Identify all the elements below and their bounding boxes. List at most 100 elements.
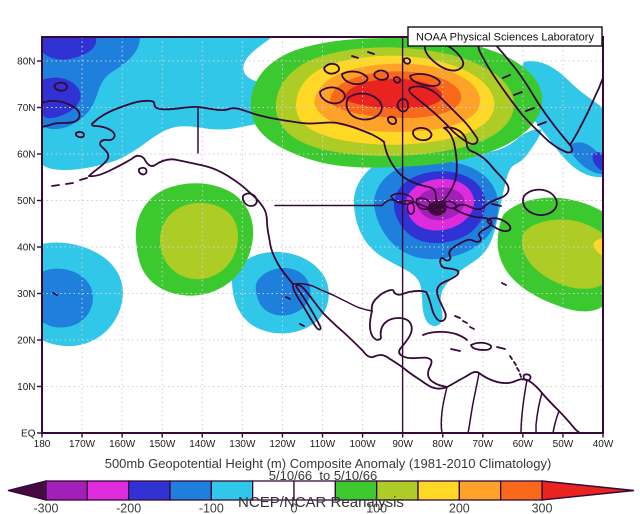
island-anticosti [491, 203, 502, 207]
x-tick-label: 160W [109, 439, 136, 450]
plot-date-range: 5/10/66 to 5/10/66 [269, 468, 377, 483]
anomaly-arctic-low-indigo-a [42, 37, 97, 60]
y-tick-label: 70N [17, 103, 35, 114]
border-us-canada [274, 199, 446, 210]
borders-south-america [440, 372, 560, 433]
coastline-mexico-east-yucatan [369, 310, 448, 388]
islands-lesser-antilles [509, 355, 522, 378]
island-kodiak [138, 166, 148, 176]
y-tick-label: 80N [17, 57, 35, 68]
colorbar-arrow-above-max [541, 480, 635, 501]
island-melville [341, 70, 369, 86]
island-jamaica [450, 348, 461, 352]
y-tick-label: 50N [17, 196, 35, 207]
x-tick-label: 130W [229, 439, 256, 450]
island-baffin [408, 85, 479, 145]
colorbar-segment [458, 480, 502, 501]
colorbar-label: 100 [366, 502, 387, 514]
colorbar-label: -300 [33, 502, 58, 514]
x-tick-label: 120W [269, 439, 296, 450]
island-hispaniola [470, 341, 493, 351]
coastline-nova-scotia [486, 217, 512, 233]
noaa-box [407, 26, 603, 47]
plot-title: 500mb Geopotential Height (m) Composite … [105, 456, 552, 471]
island-bathurst [373, 69, 389, 81]
coastline-alaska-arctic [92, 99, 385, 143]
colorbar-label: -200 [116, 502, 141, 514]
x-tick-label: 50W [553, 439, 574, 450]
x-tick-label: 70W [473, 439, 494, 450]
coastlines [42, 39, 603, 433]
lake-michigan [406, 202, 416, 215]
anomaly-pacific-low-blue [42, 268, 93, 328]
island-wrangel [53, 81, 68, 92]
y-tick-label: EQ [21, 429, 36, 440]
coastline-gulf-st-lawrence [454, 197, 501, 211]
islands-pacific-specks [52, 292, 305, 327]
anomaly-baja-low-blue [255, 268, 311, 316]
anomaly-atlantic-high-yellow [593, 238, 603, 256]
border-us-mexico [292, 282, 373, 312]
coastline-gulf-coast [370, 288, 427, 312]
y-tick-label: 60N [17, 150, 35, 161]
y-tick-label: 20N [17, 336, 35, 347]
coastline-alaska-west [88, 122, 116, 177]
x-tick-label: 90W [392, 439, 413, 450]
island-victoria [345, 92, 383, 121]
y-tick-label: 30N [17, 289, 35, 300]
coastline-us-west-alaska-south [88, 154, 294, 285]
coastline-ungava-labrador [443, 126, 510, 199]
islands-aleutians [51, 177, 88, 187]
colorbar-segment [86, 480, 130, 501]
island-newfoundland [522, 188, 558, 216]
anomaly-arctic-low-indigo-b [42, 77, 81, 119]
coastline-south-america [446, 371, 582, 433]
colorbar-segment [45, 480, 88, 501]
islands-queen-elizabeth [351, 51, 412, 84]
colorbar-segment [417, 480, 460, 501]
x-tick-label: 60W [513, 439, 534, 450]
x-tick-label: 100W [350, 439, 377, 450]
axes: 180 170W 160W 150W 140W 130W 120W 110W 100W 90W 80… [17, 57, 614, 451]
colorbar-label: -100 [199, 502, 224, 514]
colorbar-label: 200 [449, 502, 470, 514]
x-tick-label: 150W [149, 439, 176, 450]
anomaly-labrador-low-indigo [592, 152, 603, 171]
x-tick-label: 80W [432, 439, 453, 450]
noaa-label: NOAA Physical Sciences Laboratory [416, 32, 594, 44]
island-prince-patrick [323, 62, 340, 75]
islands-bahamas [454, 315, 475, 330]
source-label: NCEP/NCAR Reanalysis [238, 494, 404, 511]
island-southampton [412, 126, 433, 142]
island-boothia [396, 98, 410, 113]
anomaly-labrador-low-blue [570, 142, 603, 174]
island-devon [409, 72, 441, 87]
coastline-greenland-west [477, 39, 573, 154]
colorbar-segment [169, 480, 212, 501]
coastline-hudson-bay [383, 127, 458, 204]
island-cuba [422, 330, 468, 341]
coastline-greenland-fjords [502, 74, 547, 126]
island-vancouver [241, 192, 258, 207]
colorbar-arrow-below-min [7, 480, 47, 501]
island-king-william [387, 115, 398, 125]
x-tick-label: 40W [593, 439, 614, 450]
island-puerto-rico [496, 346, 506, 350]
x-tick-label: 170W [69, 439, 96, 450]
island-bermuda [501, 282, 507, 286]
colorbar-label: 0 [291, 502, 298, 514]
lake-superior [390, 192, 414, 205]
coastline-central-america-mexico-west [291, 283, 448, 390]
colorbar-segment [500, 480, 543, 501]
lake-erie [430, 204, 446, 214]
y-tick-label: 40N [17, 243, 35, 254]
coastline-chukotka [42, 100, 81, 128]
anomaly-westcoast-high-yellowgreen [160, 202, 238, 280]
colorbar: -300 -200 -100 0 100 200 300 [7, 480, 635, 514]
lake-ontario [443, 200, 457, 210]
colorbar-label: 300 [532, 502, 553, 514]
lake-huron [415, 197, 432, 210]
x-tick-label: 110W [310, 439, 336, 450]
